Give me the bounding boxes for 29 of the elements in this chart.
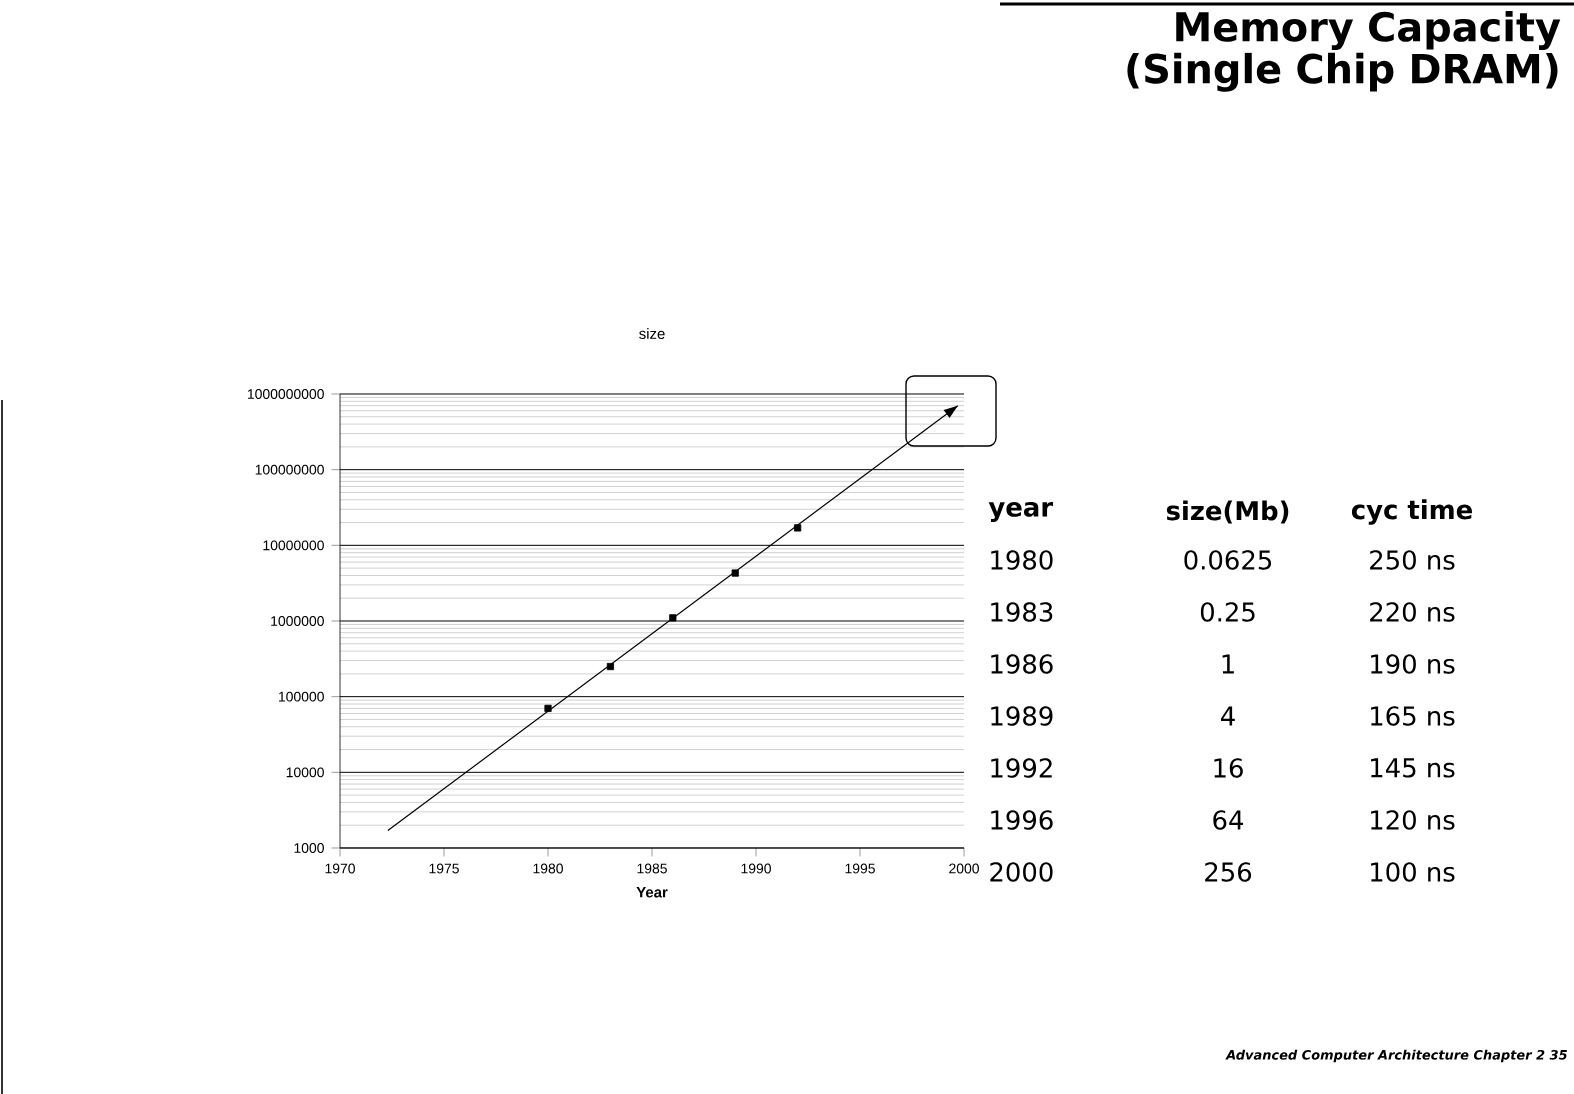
point: [794, 524, 802, 532]
text: 1992: [991, 758, 1052, 778]
text: 220 ns: [1370, 602, 1455, 622]
text: year: [988, 501, 1054, 523]
text: 0.25: [1200, 602, 1255, 622]
text: 256: [1205, 862, 1252, 882]
point: [606, 662, 615, 671]
text: 0.0625: [1184, 550, 1272, 570]
point: [669, 614, 677, 622]
text: 1980: [991, 550, 1053, 570]
text: 1986: [991, 654, 1053, 674]
text: 190 ns: [1371, 654, 1455, 674]
text: 250 ns: [1370, 550, 1455, 570]
text: 145 ns: [1371, 758, 1455, 778]
text: 1996: [991, 810, 1053, 830]
text: 120 ns: [1371, 810, 1455, 830]
point: [544, 704, 552, 712]
text: Memory Capacity (Single Chip DRAM): [1127, 11, 1561, 92]
text: cyc time: [1351, 499, 1472, 525]
text: 1: [1222, 654, 1234, 674]
point: [731, 569, 739, 577]
text: 4: [1221, 706, 1235, 726]
text: 64: [1213, 810, 1244, 830]
text: 16: [1214, 758, 1243, 778]
text: 165 ns: [1371, 706, 1455, 726]
text: 1989: [991, 706, 1053, 726]
text: 100 ns: [1371, 862, 1455, 882]
text: 1983: [991, 602, 1053, 622]
text: size(Mb): [1166, 500, 1289, 524]
